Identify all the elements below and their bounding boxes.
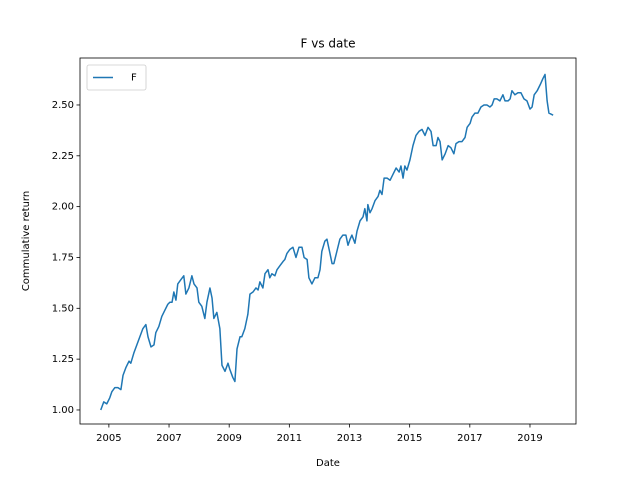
x-axis-label: Date (316, 458, 340, 469)
y-tick-label: 1.00 (52, 405, 74, 416)
x-tick-label: 2007 (156, 433, 181, 444)
x-tick-label: 2011 (277, 433, 302, 444)
x-tick-label: 2005 (96, 433, 121, 444)
y-tick-label: 1.50 (52, 303, 74, 314)
legend-label: F (131, 73, 137, 84)
legend-box (86, 64, 147, 91)
y-tick-label: 2.00 (52, 202, 74, 213)
x-tick-label: 2017 (457, 433, 482, 444)
x-tick-label: 2013 (337, 433, 362, 444)
axes-frame (79, 57, 577, 425)
chart-title: F vs date (301, 37, 356, 51)
x-tick-label: 2019 (517, 433, 542, 444)
y-axis-label: Commulative return (21, 191, 32, 291)
x-tick-label: 2015 (397, 433, 422, 444)
y-tick-label: 2.25 (52, 151, 74, 162)
x-tick-label: 2009 (216, 433, 241, 444)
data-line (100, 73, 554, 411)
y-tick-label: 1.75 (52, 252, 74, 263)
y-tick-label: 2.50 (52, 100, 74, 111)
y-tick-label: 1.25 (52, 354, 74, 365)
